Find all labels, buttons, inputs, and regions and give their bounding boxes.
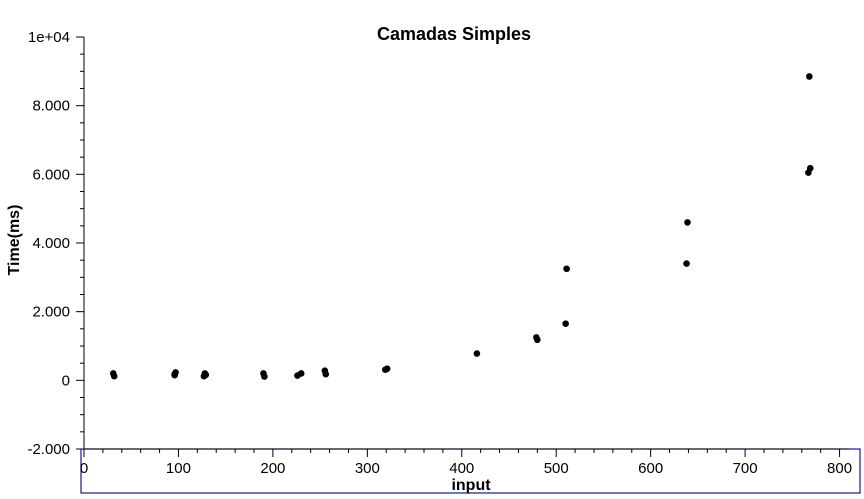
x-tick-label: 100 bbox=[166, 460, 191, 477]
y-tick-label: -2.000 bbox=[27, 441, 70, 458]
x-tick-label: 400 bbox=[449, 460, 474, 477]
data-point bbox=[383, 365, 391, 372]
data-point bbox=[171, 370, 178, 378]
data-point bbox=[473, 350, 481, 357]
data-points bbox=[109, 73, 814, 380]
x-tick-label: 0 bbox=[80, 460, 88, 477]
x-tick-label: 300 bbox=[355, 460, 380, 477]
x-tick-label: 700 bbox=[733, 460, 758, 477]
data-point bbox=[563, 265, 570, 273]
y-tick-label: 4.000 bbox=[32, 235, 70, 252]
data-point bbox=[684, 219, 691, 226]
x-tick-label: 600 bbox=[638, 460, 663, 477]
y-axis: -2.000 0 2.000 4.000 6.000 8.000 1e+04 bbox=[27, 29, 85, 458]
y-tick-label: 6.000 bbox=[32, 166, 70, 183]
y-tick-label: 1e+04 bbox=[28, 29, 70, 46]
data-point bbox=[562, 320, 569, 327]
x-tick-label: 800 bbox=[827, 460, 852, 477]
chart-title: Camadas Simples bbox=[377, 24, 531, 44]
y-axis-label: Time(ms) bbox=[6, 205, 23, 276]
data-point bbox=[202, 371, 210, 379]
y-tick-label: 2.000 bbox=[32, 304, 70, 321]
data-point bbox=[806, 73, 813, 80]
x-axis: 0 100 200 300 400 500 600 700 800 bbox=[80, 448, 852, 477]
data-point bbox=[110, 372, 118, 380]
data-point bbox=[261, 373, 268, 380]
x-tick-label: 200 bbox=[260, 460, 285, 477]
y-tick-label: 0 bbox=[62, 372, 70, 389]
data-point bbox=[297, 370, 305, 377]
data-point bbox=[534, 336, 541, 344]
data-point bbox=[806, 164, 814, 172]
x-tick-label: 500 bbox=[544, 460, 569, 477]
data-point bbox=[322, 370, 330, 378]
x-axis-label: input bbox=[451, 477, 491, 494]
data-point bbox=[683, 260, 690, 267]
y-tick-label: 8.000 bbox=[32, 98, 70, 115]
